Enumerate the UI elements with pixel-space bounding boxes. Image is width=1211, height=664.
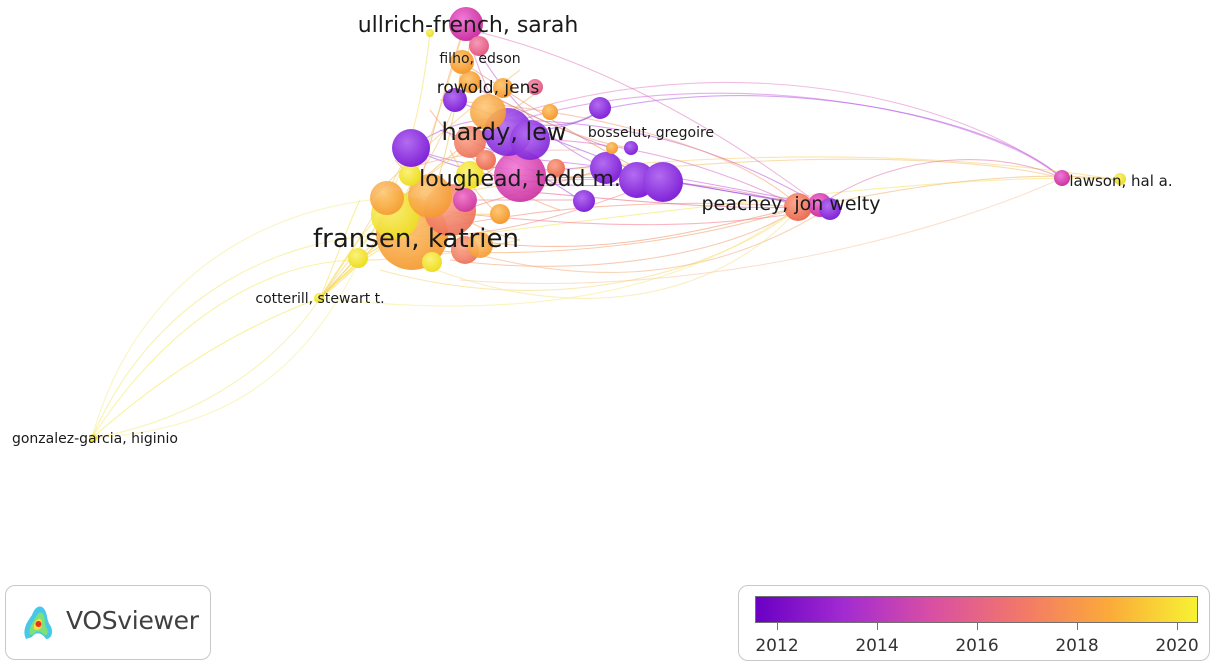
network-node[interactable] <box>450 50 474 74</box>
network-node[interactable] <box>453 188 477 212</box>
legend-tick-label: 2012 <box>755 636 799 656</box>
node-label-cotterill[interactable]: cotterill, stewart t. <box>255 291 384 307</box>
network-node[interactable] <box>470 94 506 130</box>
network-node[interactable] <box>348 248 368 268</box>
network-node[interactable] <box>494 150 546 202</box>
node-label-hardy[interactable]: hardy, lew <box>441 118 566 146</box>
legend-tick-mark <box>1077 623 1078 630</box>
node-label-ullrich-french[interactable]: ullrich-french, sarah <box>358 13 579 38</box>
network-node[interactable] <box>590 152 622 184</box>
network-node[interactable] <box>493 78 513 98</box>
network-node[interactable] <box>784 193 812 221</box>
vosviewer-logo-icon <box>24 606 53 639</box>
overlay-color-legend: 2012 2014 2016 2018 2020 <box>738 585 1210 661</box>
legend-tick-mark <box>1177 623 1178 630</box>
legend-tick-mark <box>877 623 878 630</box>
legend-tick-label: 2016 <box>955 636 999 656</box>
network-node[interactable] <box>643 162 683 202</box>
network-node[interactable] <box>443 88 467 112</box>
node-label-lawson[interactable]: lawson, hal a. <box>1069 172 1172 190</box>
network-node[interactable] <box>456 161 484 189</box>
network-node[interactable] <box>542 104 558 120</box>
node-label-rowold[interactable]: rowold, jens <box>437 78 540 98</box>
network-node[interactable] <box>476 150 496 170</box>
network-node[interactable] <box>392 129 430 167</box>
node-label-loughead[interactable]: loughead, todd m. <box>419 167 621 192</box>
edge-layer <box>91 24 1119 439</box>
network-node[interactable] <box>624 141 638 155</box>
network-node[interactable] <box>547 159 565 177</box>
legend-tick-label: 2014 <box>855 636 899 656</box>
node-label-filho[interactable]: filho, edson <box>439 51 520 67</box>
label-layer: ullrich-french, sarah filho, edson rowol… <box>12 13 1173 447</box>
legend-color-bar <box>755 596 1198 623</box>
legend-tick-label: 2018 <box>1055 636 1099 656</box>
network-node[interactable] <box>89 434 97 442</box>
node-label-gonzalez-garcia[interactable]: gonzalez-garcia, higinio <box>12 431 178 447</box>
network-node[interactable] <box>454 126 486 158</box>
network-node[interactable] <box>459 71 481 93</box>
node-label-peachey[interactable]: peachey, jon welty <box>701 193 880 215</box>
network-node[interactable] <box>422 252 442 272</box>
network-node[interactable] <box>819 198 841 220</box>
node-label-fransen[interactable]: fransen, katrien <box>313 224 519 254</box>
legend-tick-label: 2020 <box>1155 636 1199 656</box>
vosviewer-logo-panel: VOSviewer <box>5 585 211 660</box>
network-node[interactable] <box>606 142 618 154</box>
vosviewer-logo-text: VOSviewer <box>66 606 199 635</box>
node-label-bosselut[interactable]: bosselut, gregoire <box>588 125 714 141</box>
network-node[interactable] <box>469 36 489 56</box>
network-node[interactable] <box>510 120 550 160</box>
legend-tick-mark <box>777 623 778 630</box>
network-node[interactable] <box>370 181 404 215</box>
network-node[interactable] <box>1114 173 1126 185</box>
network-node[interactable] <box>449 7 483 41</box>
network-node[interactable] <box>1054 170 1070 186</box>
legend-tick-mark <box>977 623 978 630</box>
network-node[interactable] <box>573 190 595 212</box>
network-node[interactable] <box>314 293 324 303</box>
network-node[interactable] <box>527 79 543 95</box>
network-node[interactable] <box>408 174 452 218</box>
network-node[interactable] <box>426 29 434 37</box>
network-node[interactable] <box>490 204 510 224</box>
node-layer <box>89 7 1126 442</box>
network-node[interactable] <box>589 97 611 119</box>
network-node[interactable] <box>467 232 493 258</box>
network-node[interactable] <box>399 164 421 186</box>
